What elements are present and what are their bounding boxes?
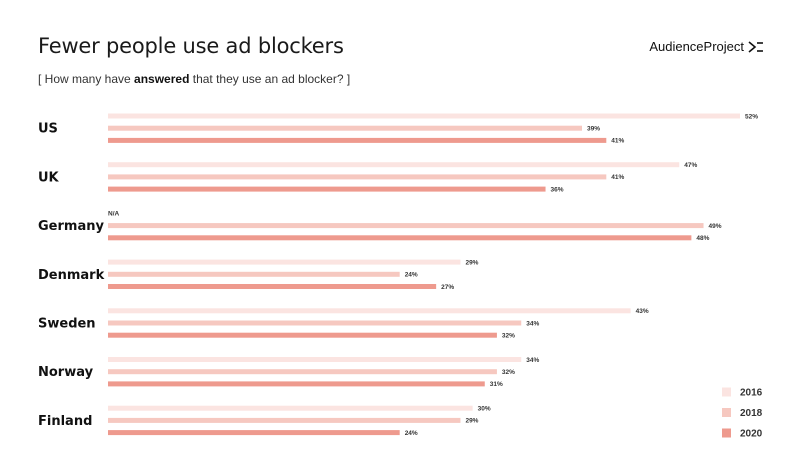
bar-norway-2020 bbox=[108, 381, 485, 387]
value-label-germany-2020: 48% bbox=[696, 235, 709, 242]
value-label-denmark-2016: 29% bbox=[465, 259, 478, 266]
bar-finland-2016 bbox=[108, 405, 473, 411]
value-label-finland-2016: 30% bbox=[478, 406, 491, 413]
value-label-sweden-2020: 32% bbox=[502, 333, 515, 340]
bar-sweden-2018 bbox=[108, 320, 522, 326]
value-label-norway-2016: 34% bbox=[526, 357, 539, 364]
value-label-denmark-2020: 27% bbox=[441, 284, 454, 291]
country-label-norway: Norway bbox=[38, 365, 94, 380]
legend-swatch-2018 bbox=[722, 408, 731, 417]
chart-subtitle: [ How many have answered that they use a… bbox=[38, 72, 350, 86]
chart-title: Fewer people use ad blockers bbox=[38, 34, 344, 58]
value-label-us-2020: 41% bbox=[611, 138, 624, 145]
bar-denmark-2020 bbox=[108, 284, 437, 289]
bar-us-2018 bbox=[108, 125, 582, 131]
value-label-sweden-2016: 43% bbox=[636, 308, 649, 315]
bar-denmark-2018 bbox=[108, 271, 400, 277]
value-label-norway-2018: 32% bbox=[502, 369, 515, 376]
bar-uk-2016 bbox=[108, 162, 680, 168]
legend-label-2020: 2020 bbox=[740, 429, 763, 440]
legend-label-2016: 2016 bbox=[740, 388, 763, 399]
bar-uk-2018 bbox=[108, 174, 607, 180]
bar-finland-2020 bbox=[108, 430, 400, 436]
bar-us-2016 bbox=[108, 113, 740, 119]
country-label-sweden: Sweden bbox=[38, 317, 96, 332]
value-label-us-2018: 39% bbox=[587, 126, 600, 133]
value-label-germany-2018: 49% bbox=[709, 223, 722, 230]
bar-denmark-2016 bbox=[108, 259, 461, 265]
value-label-sweden-2018: 34% bbox=[526, 320, 539, 327]
bar-sweden-2020 bbox=[108, 332, 497, 338]
value-label-uk-2020: 36% bbox=[551, 186, 564, 193]
audienceproject-logo-icon bbox=[748, 40, 763, 53]
bar-us-2020 bbox=[108, 137, 607, 143]
country-label-finland: Finland bbox=[38, 414, 92, 429]
value-label-finland-2018: 29% bbox=[465, 418, 478, 425]
country-label-denmark: Denmark bbox=[38, 268, 105, 283]
country-label-germany: Germany bbox=[38, 219, 104, 234]
country-label-uk: UK bbox=[38, 170, 60, 185]
bar-finland-2018 bbox=[108, 417, 461, 423]
bar-sweden-2016 bbox=[108, 308, 631, 314]
legend-swatch-2016 bbox=[722, 387, 731, 397]
logo-text: AudienceProject bbox=[649, 39, 744, 54]
brand-logo: AudienceProject bbox=[649, 39, 764, 54]
value-label-uk-2018: 41% bbox=[611, 174, 624, 181]
value-label-finland-2020: 24% bbox=[405, 430, 418, 437]
bar-norway-2018 bbox=[108, 369, 497, 375]
bar-germany-2018 bbox=[108, 223, 704, 229]
country-label-us: US bbox=[38, 122, 58, 137]
legend-swatch-2020 bbox=[722, 428, 731, 438]
value-label-germany-2016: N/A bbox=[108, 211, 120, 218]
bar-uk-2020 bbox=[108, 186, 546, 192]
legend-label-2018: 2018 bbox=[740, 408, 763, 419]
value-label-us-2016: 52% bbox=[745, 113, 758, 120]
value-label-norway-2020: 31% bbox=[490, 381, 503, 388]
bar-germany-2020 bbox=[108, 235, 692, 241]
value-label-denmark-2018: 24% bbox=[405, 272, 418, 279]
subtitle-prefix: [ How many have bbox=[38, 72, 135, 86]
bar-norway-2016 bbox=[108, 357, 522, 362]
subtitle-bold: answered bbox=[134, 72, 190, 86]
value-label-uk-2016: 47% bbox=[684, 162, 697, 169]
subtitle-suffix: that they use an ad blocker? ] bbox=[189, 72, 351, 86]
